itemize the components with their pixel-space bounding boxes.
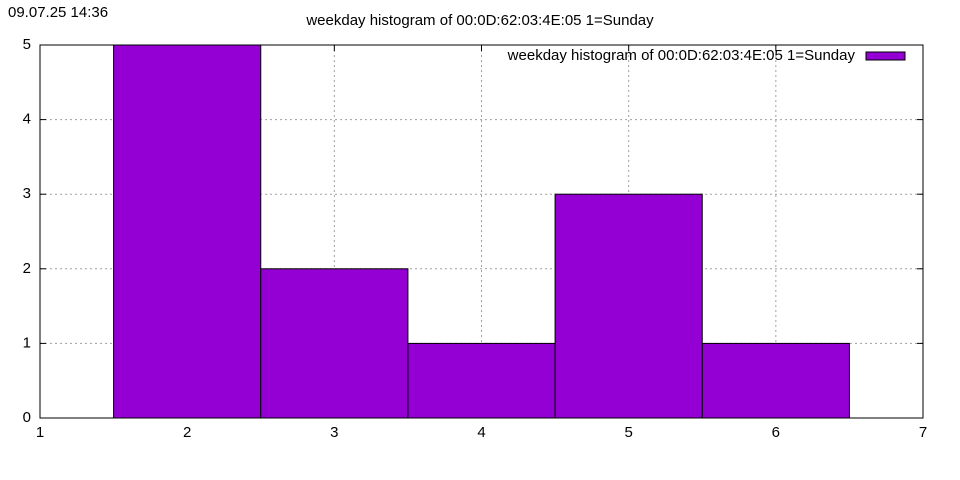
x-tick-label: 2 [183,424,191,441]
x-tick-label: 6 [772,424,780,441]
y-tick-label: 3 [23,185,31,202]
y-tick-label: 2 [23,260,31,277]
plot-border [39,44,924,419]
bar [554,193,703,419]
bar [701,342,850,419]
x-tick-label: 7 [919,424,927,441]
x-tick-label: 5 [624,424,632,441]
y-tick-label: 4 [23,111,31,128]
x-tick-label: 3 [330,424,338,441]
legend-swatch [865,51,906,61]
y-tick-label: 5 [23,36,31,53]
legend-label: weekday histogram of 00:0D:62:03:4E:05 1… [507,47,856,64]
x-tick-label: 4 [477,424,485,441]
timestamp: 09.07.25 14:36 [8,4,108,21]
x-tick-label: 1 [36,424,44,441]
y-tick-label: 0 [23,409,31,426]
chart-title: weekday histogram of 00:0D:62:03:4E:05 1… [305,12,654,29]
bar [260,268,409,419]
bar [113,44,262,419]
bar [407,342,556,419]
y-tick-label: 1 [23,334,31,351]
